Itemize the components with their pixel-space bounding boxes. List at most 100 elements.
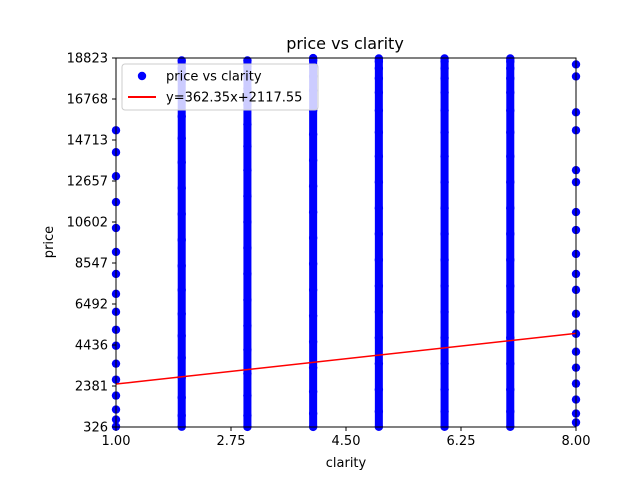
scatter-point [440, 229, 449, 239]
scatter-point [243, 321, 252, 330]
scatter-strip [243, 60, 252, 427]
scatter-point [374, 255, 384, 265]
scatter-point [440, 281, 449, 291]
scatter-point [243, 369, 252, 378]
scatter-point [308, 181, 318, 191]
scatter-point [177, 209, 186, 219]
scatter-point [374, 74, 384, 83]
scatter-strip [506, 58, 515, 427]
scatter-point [374, 385, 384, 394]
scatter-point [506, 203, 515, 213]
y-tick-label: 8547 [75, 256, 108, 271]
y-axis-label: price [42, 226, 57, 258]
scatter-point [506, 359, 515, 368]
scatter-point [308, 130, 318, 139]
scatter-point [243, 120, 252, 129]
scatter-point [177, 134, 186, 143]
scatter-point [374, 407, 384, 416]
scatter-point [440, 74, 449, 83]
scatter-point [506, 177, 515, 187]
x-tick-label: 6.25 [447, 434, 476, 449]
scatter-point [177, 285, 186, 295]
regression-line [115, 332, 577, 385]
scatter-point [440, 106, 449, 115]
scatter-point [506, 64, 515, 73]
y-tick-label: 14713 [67, 133, 108, 148]
x-tick-label: 1.00 [102, 434, 131, 449]
scatter-point [506, 407, 515, 416]
scatter-point [243, 243, 252, 253]
scatter-point [374, 128, 384, 137]
scatter-point [374, 281, 384, 291]
scatter-point [506, 385, 515, 394]
scatter-point [308, 363, 318, 372]
scatter-point [243, 411, 252, 420]
y-tick-label: 6492 [75, 297, 108, 312]
scatter-point [374, 152, 384, 161]
scatter-strip [440, 58, 449, 427]
legend-box [121, 63, 319, 111]
scatter-point [440, 333, 449, 342]
scatter-point [374, 106, 384, 115]
scatter-point [243, 391, 252, 400]
scatter-point [308, 155, 318, 165]
legend-scatter-marker [137, 71, 147, 81]
scatter-point [506, 255, 515, 265]
scatter-strip [309, 58, 318, 427]
x-axis-ticks: 1.00 2.75 4.50 6.25 8.00 [102, 427, 591, 449]
scatter-point [177, 393, 186, 402]
y-tick-label: 10602 [67, 216, 108, 231]
scatter-point [177, 183, 186, 193]
scatter-point [374, 177, 384, 187]
y-axis-ticks: 326 2381 4436 6492 8547 10602 12657 14713 16768 1… [67, 52, 116, 436]
scatter-point [506, 307, 515, 317]
scatter-point [308, 259, 318, 269]
scatter-point [243, 217, 252, 227]
scatter-point [243, 142, 252, 151]
legend-scatter-label: price vs clarity [166, 70, 262, 85]
scatter-point [506, 88, 515, 97]
scatter-point [308, 337, 318, 346]
scatter-point [440, 307, 449, 317]
scatter-point [440, 152, 449, 161]
y-tick-label: 16768 [67, 92, 108, 107]
scatter-point [374, 203, 384, 213]
scatter-point [243, 295, 252, 305]
scatter-strip [374, 58, 383, 427]
scatter-point [177, 235, 186, 245]
scatter-point [440, 128, 449, 137]
scatter-point [374, 64, 384, 73]
scatter-point [506, 229, 515, 239]
scatter-point [308, 233, 318, 243]
scatter-point [506, 128, 515, 137]
scatter-point [308, 387, 318, 396]
scatter-point [177, 157, 186, 167]
y-tick-label: 2381 [75, 380, 108, 395]
scatter-point [177, 373, 186, 382]
scatter-point [440, 407, 449, 416]
scatter-point [374, 307, 384, 317]
scatter-point [243, 165, 252, 175]
line-layer [115, 332, 577, 385]
chart-title: price vs clarity [286, 34, 404, 53]
scatter-point [177, 112, 186, 121]
scatter-point [243, 269, 252, 279]
y-tick-label: 18823 [67, 52, 108, 67]
scatter-point [440, 64, 449, 73]
y-tick-label: 326 [83, 421, 108, 436]
scatter-point [177, 309, 186, 319]
scatter-point [440, 88, 449, 97]
scatter-point [308, 311, 318, 321]
y-tick-label: 4436 [75, 339, 108, 354]
legend-line-label: y=362.35x+2117.55 [166, 91, 302, 106]
x-tick-label: 8.00 [562, 434, 591, 449]
scatter-point [440, 255, 449, 265]
scatter-point [177, 331, 186, 340]
x-axis-label: clarity [326, 456, 367, 471]
scatter-point [308, 207, 318, 217]
scatter-point [440, 203, 449, 213]
scatter-point [177, 411, 186, 420]
scatter-point [308, 409, 318, 418]
